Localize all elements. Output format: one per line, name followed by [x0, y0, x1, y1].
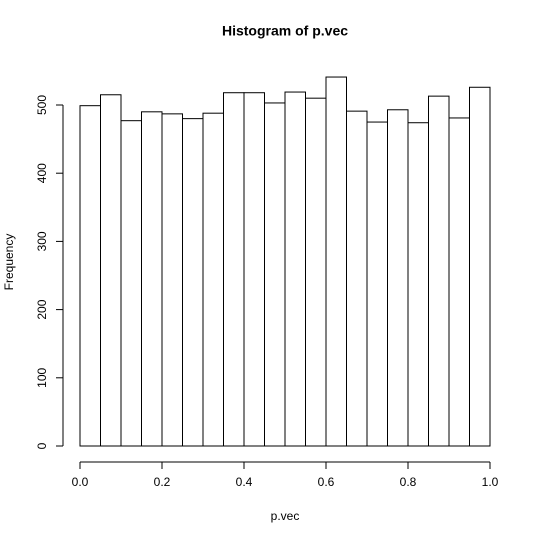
y-tick-label: 300	[35, 231, 49, 251]
y-tick-label: 0	[35, 442, 49, 449]
bar	[120, 120, 142, 447]
y-tick-label: 500	[35, 95, 49, 115]
bar	[100, 94, 122, 447]
x-tick-label: 1.0	[482, 475, 499, 489]
bar	[407, 122, 429, 447]
x-tick-label: 0.8	[400, 475, 417, 489]
bar	[325, 76, 347, 447]
x-axis-label: p.vec	[271, 509, 300, 523]
bar	[243, 92, 265, 447]
x-tick-label: 0.0	[72, 475, 89, 489]
bar	[79, 105, 101, 447]
bar	[305, 97, 327, 447]
y-tick-label: 200	[35, 299, 49, 319]
y-tick-label: 100	[35, 367, 49, 387]
bar	[366, 121, 388, 447]
bar	[161, 113, 183, 447]
bar	[346, 110, 368, 447]
bar	[469, 86, 491, 447]
bar	[284, 91, 306, 447]
bar	[223, 92, 245, 447]
x-tick-label: 0.2	[154, 475, 171, 489]
y-tick-label: 400	[35, 163, 49, 183]
x-tick-label: 0.4	[236, 475, 253, 489]
bar	[182, 118, 204, 447]
bar	[202, 112, 224, 447]
bar	[141, 111, 163, 447]
bar	[264, 102, 286, 447]
chart-title: Histogram of p.vec	[222, 23, 348, 39]
bar	[387, 109, 409, 447]
y-axis-label: Frequency	[2, 234, 16, 291]
bar	[448, 117, 470, 447]
bar	[428, 95, 450, 447]
x-tick-label: 0.6	[318, 475, 335, 489]
